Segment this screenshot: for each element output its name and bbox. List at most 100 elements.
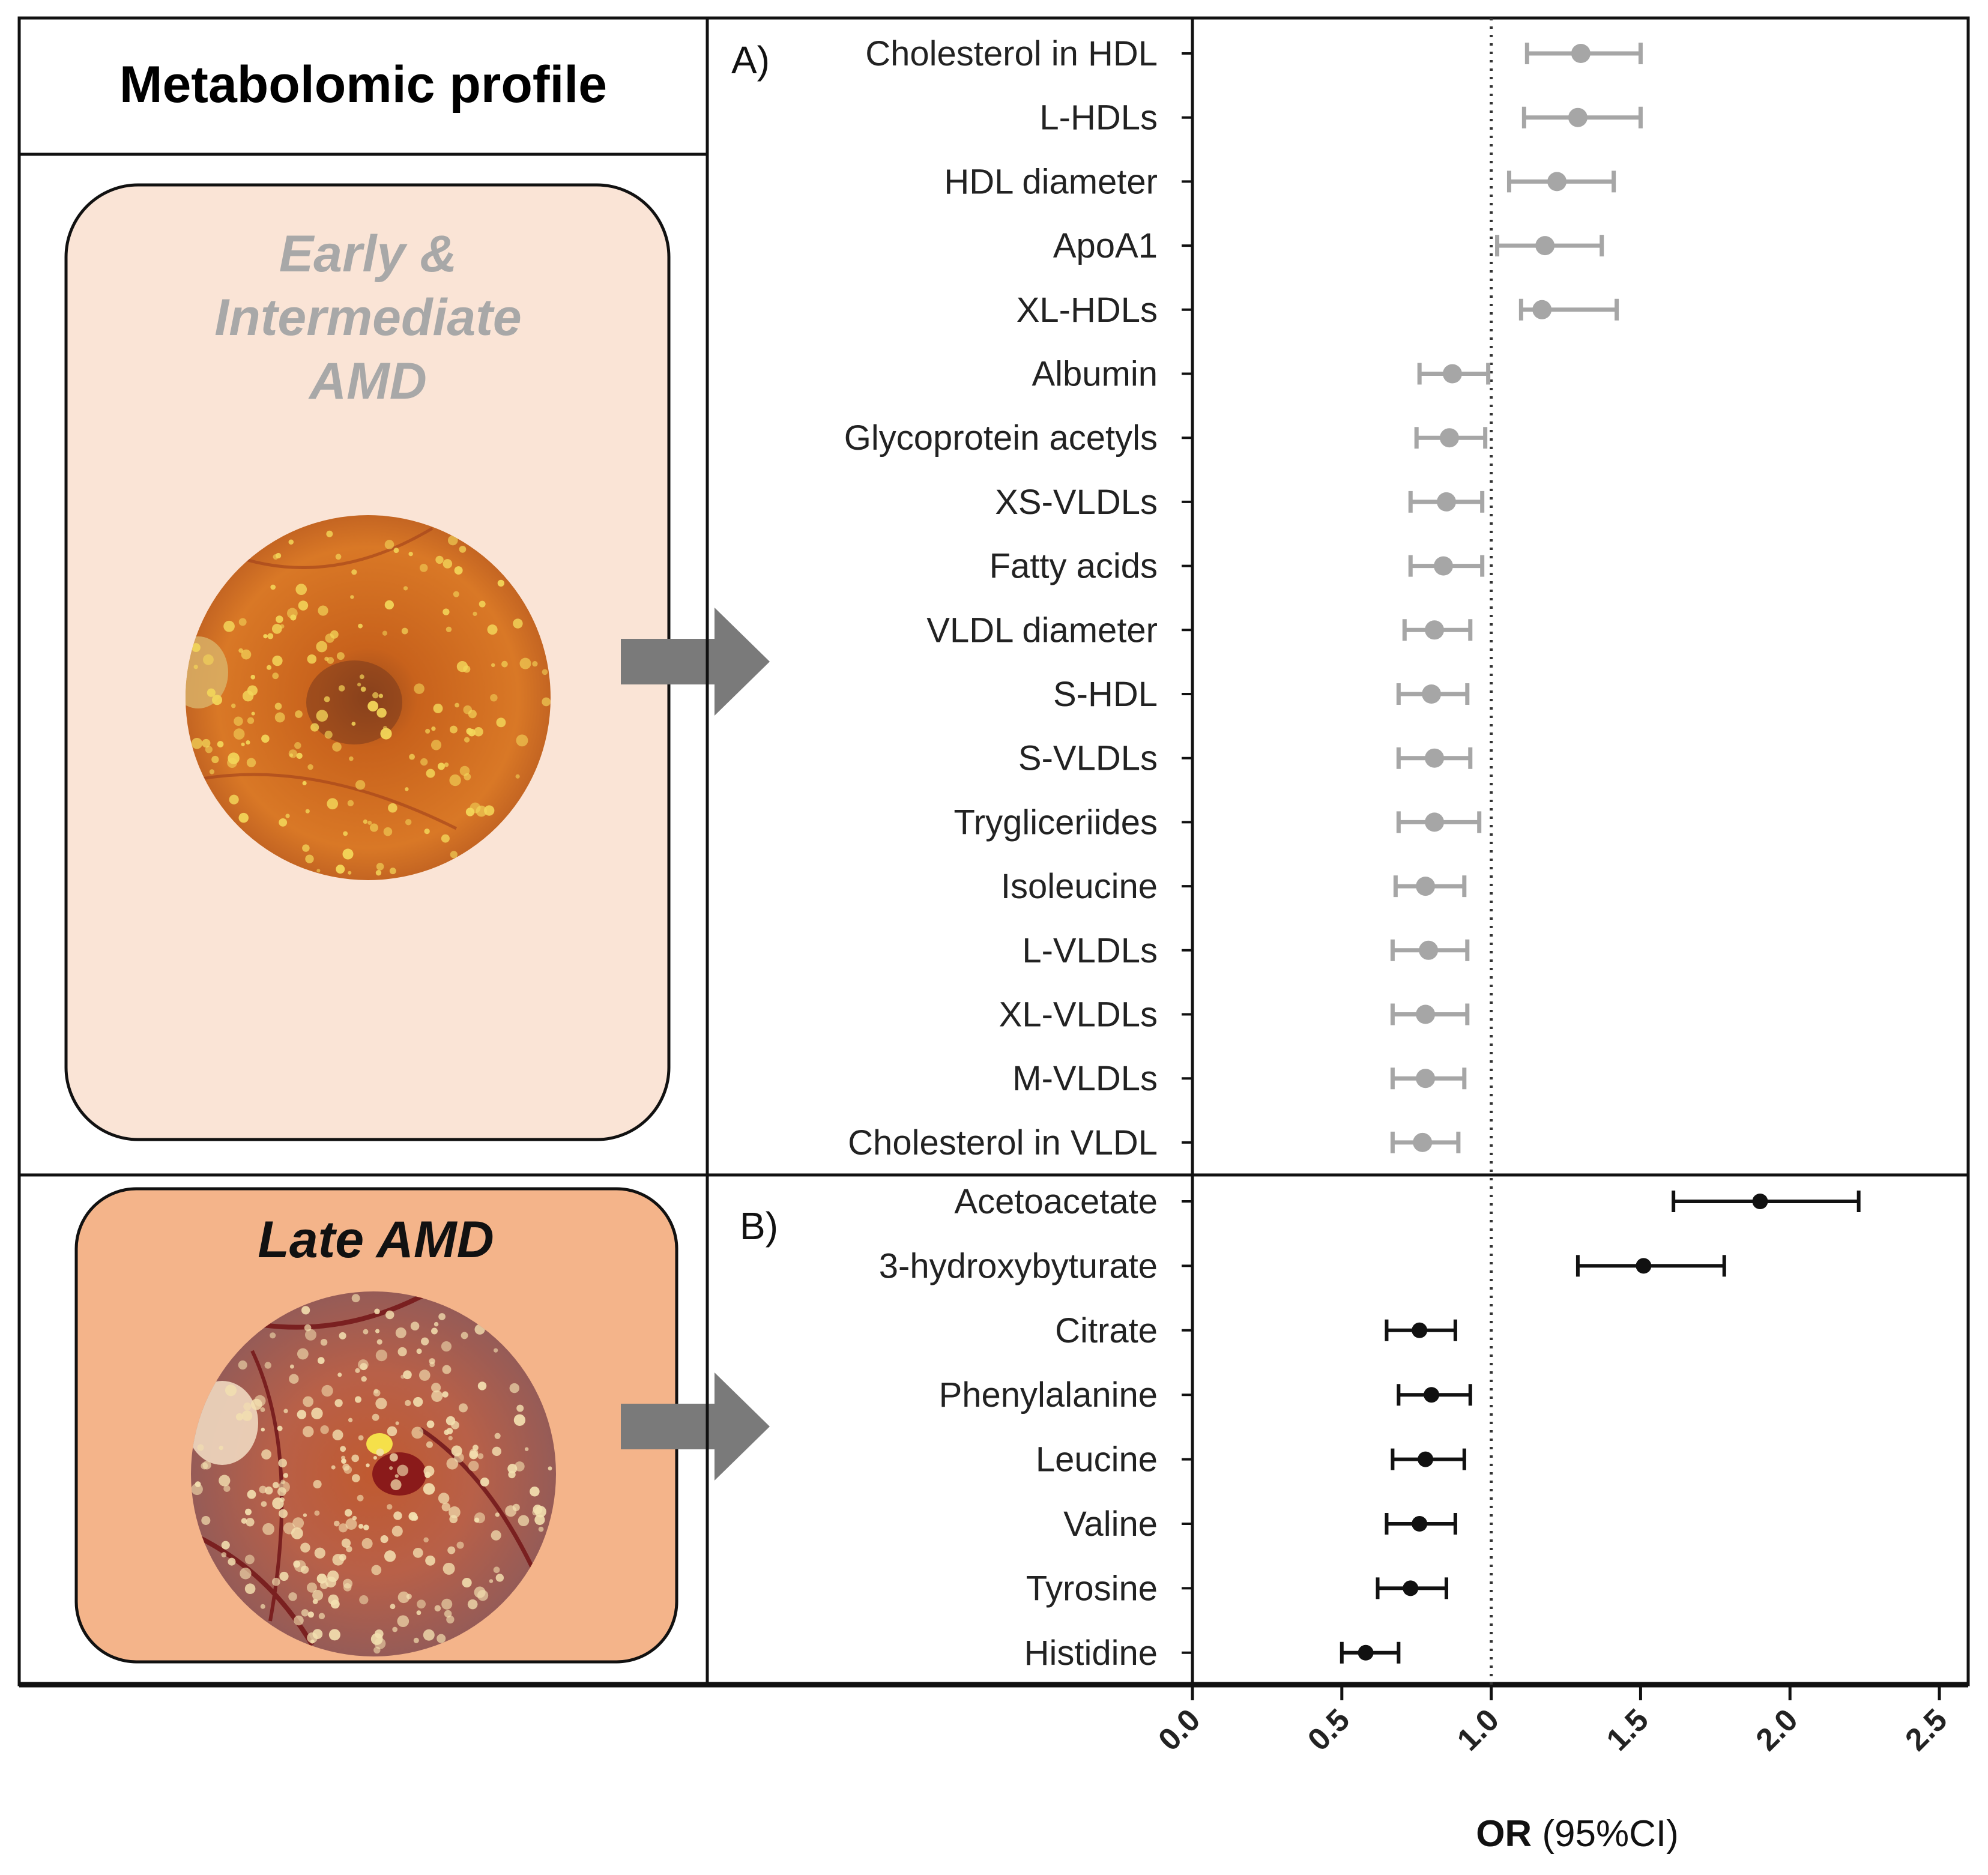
or-point (1403, 1580, 1419, 1596)
or-point (1571, 44, 1591, 63)
late-amd-label: Late AMD (258, 1211, 494, 1269)
row-label: L-VLDLs (1022, 931, 1158, 970)
or-point (1425, 748, 1445, 768)
or-point (1425, 620, 1445, 640)
arrow-icon (621, 608, 770, 716)
forest-row: Cholesterol in HDL (865, 34, 1643, 73)
row-label: Cholesterol in VLDL (848, 1123, 1158, 1162)
row-label: VLDL diameter (926, 611, 1158, 650)
or-point (1535, 236, 1555, 256)
row-label: ApoA1 (1053, 226, 1158, 265)
forest-row: Valine (1063, 1505, 1457, 1544)
row-label: Isoleucine (1001, 867, 1158, 906)
early-amd-label-line1: Early & (279, 225, 457, 283)
row-label: Acetoacetate (954, 1182, 1158, 1221)
or-point (1418, 1451, 1434, 1467)
forest-row: L-VLDLs (1022, 931, 1470, 970)
arrow-icon (621, 1372, 770, 1481)
forest-row: Histidine (1024, 1634, 1401, 1673)
forest-row: HDL diameter (944, 162, 1616, 201)
x-axis-label: OR (95%CI) (1476, 1813, 1679, 1855)
x-axis-ticks: 0.0 0.5 1.0 1.5 2.0 2.5 (1152, 1685, 1954, 1758)
forest-row: Glycoprotein acetyls (844, 418, 1488, 457)
forest-row: Albumin (1032, 355, 1491, 394)
row-label: XS-VLDLs (995, 483, 1158, 522)
row-label: Fatty acids (989, 547, 1158, 586)
or-point (1425, 812, 1445, 832)
left-column: Metabolomic profile Early & Intermediate… (17, 16, 770, 1686)
row-label: Leucine (1036, 1440, 1158, 1479)
early-amd-label-line2: Intermediate (214, 289, 521, 346)
or-point (1422, 684, 1442, 704)
or-point (1568, 107, 1588, 127)
or-point (1358, 1644, 1374, 1661)
x-tick-label: 1.5 (1600, 1702, 1655, 1757)
row-label: XL-HDLs (1017, 291, 1158, 330)
or-point (1532, 300, 1552, 319)
or-point (1413, 1132, 1433, 1152)
row-label: Histidine (1024, 1634, 1158, 1673)
row-label: HDL diameter (944, 162, 1158, 201)
or-point (1636, 1258, 1652, 1274)
x-tick-label: 1.0 (1451, 1702, 1506, 1757)
forest-row: S-HDL (1053, 675, 1470, 714)
forest-row: Tyrosine (1026, 1569, 1448, 1608)
x-tick-label: 0.5 (1301, 1702, 1356, 1757)
or-point (1419, 940, 1439, 960)
forest-row: Citrate (1055, 1311, 1457, 1350)
or-point (1424, 1387, 1440, 1403)
row-label: Cholesterol in HDL (865, 34, 1158, 73)
forest-row: VLDL diameter (926, 611, 1473, 650)
forest-row: S-VLDLs (1018, 739, 1473, 778)
or-point (1547, 172, 1567, 192)
row-label: Citrate (1055, 1311, 1158, 1350)
forest-row: L-HDLs (1039, 98, 1643, 137)
panel-b-tag: B) (740, 1204, 778, 1248)
forest-row: Trygliceriides (954, 803, 1482, 842)
forest-row: XL-VLDLs (999, 995, 1470, 1034)
fundus-image-late (191, 1291, 556, 1656)
row-label: Phenylalanine (939, 1375, 1158, 1415)
forest-rows: Cholesterol in HDL L-HDLs HDL diameter ApoA… (844, 34, 1861, 1673)
or-point (1433, 556, 1453, 576)
row-label: S-HDL (1053, 675, 1158, 714)
panel-a-tag: A) (731, 38, 770, 82)
or-point (1416, 877, 1436, 896)
or-point (1412, 1516, 1428, 1532)
or-point (1439, 428, 1459, 448)
forest-row: Isoleucine (1001, 867, 1467, 906)
forest-row: M-VLDLs (1012, 1059, 1467, 1098)
row-label: XL-VLDLs (999, 995, 1158, 1034)
or-point (1442, 364, 1462, 384)
forest-row: Acetoacetate (954, 1182, 1861, 1221)
forest-row: Leucine (1036, 1440, 1466, 1479)
forest-row: XL-HDLs (1017, 291, 1619, 330)
fundus-image-early (186, 515, 551, 880)
x-tick-label: 2.0 (1750, 1702, 1805, 1757)
page-title: Metabolomic profile (119, 56, 607, 113)
forest-row: Fatty acids (989, 547, 1485, 586)
row-label: Trygliceriides (954, 803, 1158, 842)
row-label: S-VLDLs (1018, 739, 1158, 778)
forest-row: Cholesterol in VLDL (848, 1123, 1461, 1162)
or-point (1752, 1194, 1768, 1209)
row-label: L-HDLs (1039, 98, 1158, 137)
row-label: Glycoprotein acetyls (844, 418, 1158, 457)
or-point (1416, 1004, 1436, 1024)
or-point (1412, 1322, 1428, 1338)
row-label: Tyrosine (1026, 1569, 1158, 1608)
early-amd-label-line3: AMD (308, 352, 427, 410)
label-column-frame (705, 16, 1194, 1686)
x-axis-label-rest: (95%CI) (1532, 1813, 1679, 1855)
plot-area-frame (1191, 16, 1970, 1686)
forest-row: Phenylalanine (939, 1375, 1472, 1415)
forest-row: ApoA1 (1053, 226, 1604, 265)
x-axis-label-bold: OR (1476, 1813, 1532, 1855)
row-label: 3-hydroxybyturate (879, 1246, 1158, 1285)
or-point (1436, 492, 1456, 512)
row-label: Albumin (1032, 355, 1158, 394)
forest-row: XS-VLDLs (995, 483, 1485, 522)
or-point (1416, 1069, 1436, 1088)
forest-row: 3-hydroxybyturate (879, 1246, 1726, 1285)
